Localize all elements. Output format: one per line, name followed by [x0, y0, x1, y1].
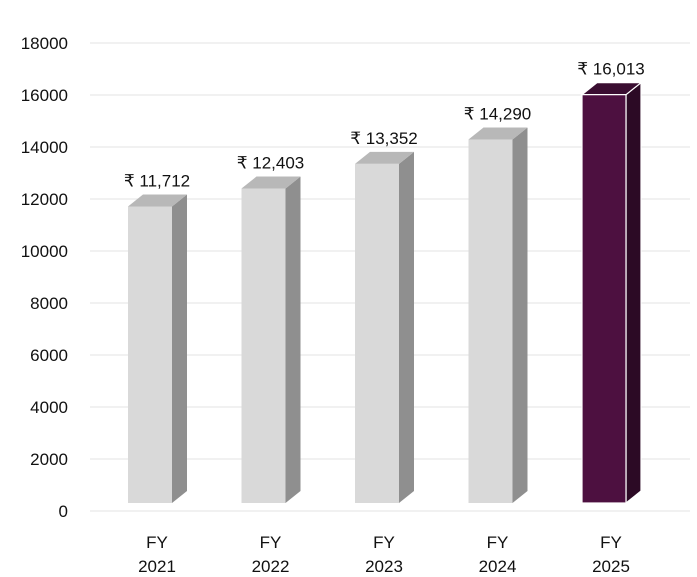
bar-side-face — [285, 176, 301, 503]
x-tick-label: 2024 — [479, 557, 517, 576]
bar-front-face — [581, 94, 627, 504]
y-tick-label: 10000 — [21, 242, 68, 261]
bar — [355, 151, 414, 503]
bar-side-face — [399, 151, 414, 503]
y-tick-label: 16000 — [21, 86, 68, 105]
x-tick-label: FY — [487, 533, 509, 552]
data-labels: ₹ 11,712 ₹ 12,403 ₹ 13,352 ₹ 14,290 ₹ 16,013 — [124, 60, 645, 191]
y-tick-label: 18000 — [21, 34, 68, 53]
x-tick-label: 2022 — [252, 557, 290, 576]
bar-top-face — [241, 176, 301, 189]
y-tick-label: 14000 — [21, 138, 68, 157]
bar-side-face — [172, 194, 187, 503]
bar-front-face — [355, 163, 399, 503]
bar-top-face — [468, 127, 528, 140]
bar — [468, 127, 528, 504]
bar-top-face — [355, 151, 414, 164]
data-label: ₹ 14,290 — [464, 104, 532, 123]
y-tick-label: 8000 — [30, 294, 68, 313]
data-label: ₹ 13,352 — [350, 129, 418, 148]
x-tick-label: FY — [260, 533, 282, 552]
x-tick-label: 2021 — [138, 557, 176, 576]
bar-side-face — [512, 127, 528, 504]
bar-front-face — [241, 188, 286, 503]
y-tick-label: 6000 — [30, 346, 68, 365]
x-tick-label: FY — [373, 533, 395, 552]
bar-front-face — [128, 206, 172, 503]
y-tick-label: 12000 — [21, 190, 68, 209]
bar-side-face — [625, 81, 642, 505]
bar — [128, 194, 187, 503]
data-label: ₹ 11,712 — [124, 171, 190, 190]
x-tick-label: FY — [600, 533, 622, 552]
bar — [580, 81, 643, 505]
bar-top-face — [128, 194, 187, 207]
x-tick-label: FY — [146, 533, 168, 552]
y-tick-label: 2000 — [30, 450, 68, 469]
data-label: ₹ 12,403 — [237, 154, 305, 173]
y-tick-label: 4000 — [30, 398, 68, 417]
bar — [241, 176, 301, 503]
data-label: ₹ 16,013 — [577, 60, 645, 79]
y-tick-label: 0 — [59, 502, 68, 521]
bars — [128, 81, 643, 505]
x-tick-label: 2025 — [592, 557, 630, 576]
bar-front-face — [468, 139, 513, 503]
x-axis-ticks: FY 2021 FY 2022 FY 2023 FY 2024 FY 2025 — [138, 533, 630, 576]
y-axis-ticks: 0 2000 4000 6000 8000 10000 12000 14000 16000 180… — [21, 34, 68, 521]
x-tick-label: 2023 — [365, 557, 403, 576]
